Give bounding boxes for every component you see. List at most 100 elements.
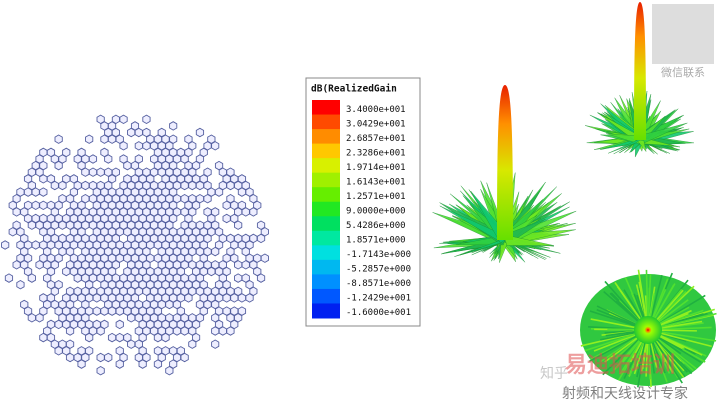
- element: [39, 332, 48, 343]
- element: [153, 332, 163, 343]
- tagline-mark: 射频和天线设计专家: [562, 385, 688, 402]
- element: [180, 180, 189, 191]
- legend-label: -1.2429e+001: [346, 294, 411, 304]
- pattern-3d: [432, 85, 577, 263]
- element: [88, 167, 98, 177]
- color-band: [312, 303, 340, 319]
- qr-caption: 微信联系: [661, 65, 705, 79]
- element: [226, 326, 235, 336]
- element: [62, 266, 71, 277]
- legend-label: 3.4000e+001: [346, 105, 406, 115]
- element: [211, 141, 220, 151]
- element: [35, 313, 44, 323]
- element: [50, 180, 59, 191]
- element: [180, 352, 189, 363]
- legend-label: 9.0000e+000: [346, 207, 406, 217]
- element: [249, 207, 258, 217]
- element: [188, 180, 197, 191]
- element: [100, 306, 109, 316]
- element: [230, 293, 239, 303]
- color-band: [312, 143, 340, 159]
- element: [54, 134, 63, 144]
- color-band: [312, 172, 340, 188]
- element: [226, 180, 235, 191]
- brand-mark: 易迪拓培训: [565, 352, 675, 378]
- element: [134, 141, 143, 151]
- legend-label: -8.8571e+000: [346, 279, 411, 289]
- element: [27, 273, 36, 283]
- legend-label: 1.6143e+001: [346, 177, 406, 187]
- element: [119, 114, 128, 125]
- element: [127, 313, 136, 323]
- element: [222, 293, 231, 303]
- element: [195, 127, 205, 138]
- element: [39, 187, 48, 197]
- element: [134, 127, 143, 138]
- element: [256, 233, 266, 244]
- element: [115, 306, 124, 316]
- element: [165, 299, 174, 310]
- element: [222, 213, 231, 224]
- element: [104, 154, 113, 164]
- color-band: [312, 158, 340, 174]
- element: [256, 273, 266, 283]
- element: [92, 306, 101, 316]
- element: [73, 273, 82, 283]
- legend-title: dB(RealizedGain: [311, 84, 397, 95]
- element: [12, 260, 21, 270]
- element: [169, 121, 178, 131]
- element: [58, 220, 67, 230]
- element: [65, 326, 75, 336]
- element: [81, 180, 90, 191]
- element: [54, 319, 63, 330]
- element: [58, 180, 67, 191]
- color-band: [312, 129, 340, 145]
- element: [153, 359, 163, 369]
- element: [31, 200, 40, 211]
- pattern-3d: [585, 2, 694, 158]
- legend-label: 5.4286e+000: [346, 221, 406, 231]
- element: [172, 326, 182, 336]
- color-band: [312, 274, 340, 290]
- element: [115, 359, 124, 369]
- element: [23, 187, 33, 197]
- element: [96, 326, 105, 336]
- element: [138, 359, 147, 369]
- beam-center: [634, 316, 662, 344]
- color-band: [312, 201, 340, 217]
- element: [165, 365, 174, 376]
- watermark: 微信联系 知乎 易迪拓培训 射频和天线设计专家: [540, 4, 714, 402]
- element: [161, 332, 170, 343]
- element: [222, 200, 231, 211]
- element: [142, 114, 151, 125]
- element: [104, 352, 113, 363]
- element: [218, 326, 227, 336]
- element: [27, 313, 36, 323]
- element: [96, 167, 105, 177]
- element: [123, 160, 132, 171]
- element: [207, 266, 216, 277]
- legend-label: -5.2857e+000: [346, 265, 411, 275]
- element: [234, 220, 243, 230]
- element: [115, 319, 124, 330]
- element: [31, 240, 40, 250]
- legend-label: -1.7143e+000: [346, 250, 411, 260]
- element: [12, 207, 21, 217]
- element: [100, 134, 109, 144]
- element: [4, 273, 14, 283]
- element: [180, 326, 189, 336]
- color-band: [312, 187, 340, 203]
- element: [54, 346, 63, 356]
- element: [96, 365, 105, 376]
- legend-label: 2.6857e+001: [346, 134, 406, 144]
- qr-code: [652, 4, 714, 64]
- pattern-top-view: [580, 269, 717, 388]
- site-mark: 知乎: [540, 365, 568, 382]
- main-beam: [634, 2, 646, 140]
- element: [107, 134, 117, 144]
- element: [127, 127, 136, 138]
- element: [27, 220, 36, 230]
- element: [188, 339, 197, 349]
- element: [211, 246, 220, 257]
